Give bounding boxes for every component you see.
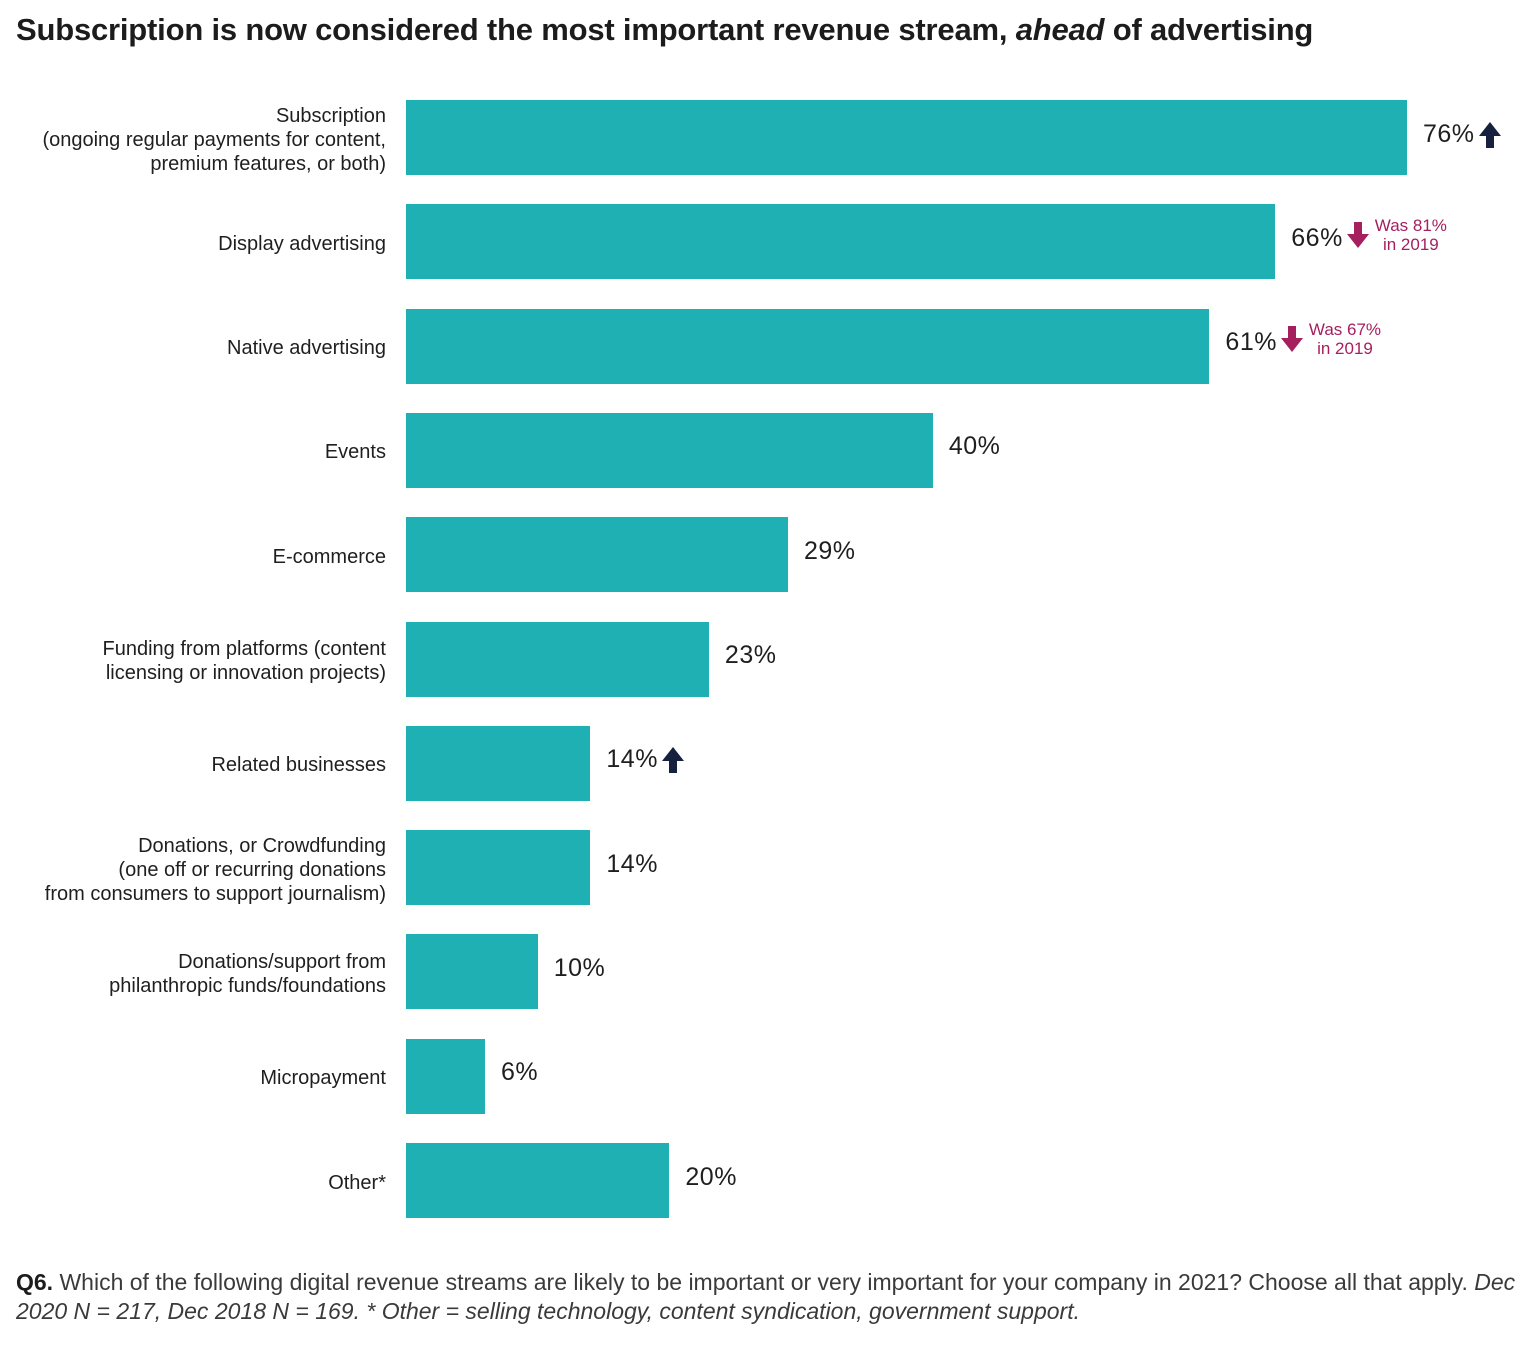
category-label-line: Display advertising	[218, 232, 386, 255]
change-annotation-text: Was 81% in 2019	[1375, 216, 1447, 254]
bar	[406, 204, 1276, 280]
value-label: 14%	[606, 849, 658, 878]
bar	[406, 1143, 670, 1218]
category-label-line: Other*	[328, 1171, 386, 1194]
up-arrow-shape	[661, 747, 684, 774]
bar	[406, 308, 1210, 384]
category-label-line: from consumers to support journalism)	[44, 882, 386, 905]
down-arrow-shape	[1280, 326, 1303, 353]
category-label: Events	[0, 440, 386, 464]
value-label: 14%	[606, 745, 658, 774]
bar	[406, 412, 933, 488]
category-label: Other*	[0, 1171, 386, 1195]
category-label-line: Funding from platforms (content	[102, 638, 386, 660]
category-label-line: Related businesses	[211, 754, 386, 777]
category-label-line: Donations, or Crowdfunding	[138, 834, 386, 857]
category-label-line: philanthropic funds/foundations	[109, 974, 386, 997]
value-label: 6%	[501, 1058, 539, 1087]
value-label: 20%	[685, 1162, 737, 1191]
value-label: 76%	[1423, 119, 1475, 148]
up-arrow-icon	[661, 747, 684, 774]
category-label-line: licensing or innovation projects)	[105, 662, 386, 684]
category-label: Display advertising	[0, 232, 386, 256]
category-label: Donations/support from philanthropic fund…	[0, 950, 386, 998]
bar-chart: Subscription (ongoing regular payments fo…	[0, 100, 1501, 1218]
change-annotation: Was 67% in 2019	[1280, 320, 1381, 358]
category-label: Native advertising	[0, 336, 386, 360]
category-label-line: (ongoing regular payments for content,	[42, 128, 386, 151]
down-arrow-shape	[1346, 221, 1369, 248]
category-label-line: (one off or recurring donations	[118, 858, 386, 881]
category-label-line: Native advertising	[227, 337, 386, 360]
category-label: Funding from platforms (content licensing…	[0, 637, 386, 685]
down-arrow-icon	[1280, 326, 1303, 353]
category-label-line: E-commerce	[272, 545, 386, 568]
category-label-line: premium features, or both)	[150, 152, 386, 175]
value-label: 23%	[724, 641, 777, 669]
value-label: 10%	[553, 953, 606, 982]
category-label: Subscription (ongoing regular payments fo…	[0, 104, 386, 176]
value-label: 61%	[1225, 328, 1277, 357]
down-arrow-icon	[1346, 221, 1369, 248]
change-annotation-line: Was 67%	[1308, 320, 1382, 340]
category-label: Micropayment	[0, 1066, 386, 1090]
change-annotation-text: Was 67% in 2019	[1309, 320, 1381, 358]
bar	[406, 725, 591, 801]
value-label: 66%	[1291, 223, 1343, 252]
change-annotation: Was 81% in 2019	[1346, 216, 1447, 254]
bar	[406, 934, 538, 1010]
change-annotation-line: in 2019	[1382, 234, 1439, 254]
category-label: Donations, or Crowdfunding (one off or re…	[0, 834, 386, 906]
category-label-line: Subscription	[275, 104, 386, 127]
bar	[406, 621, 709, 697]
up-arrow-icon	[1478, 121, 1501, 148]
value-label: 29%	[803, 536, 856, 565]
bar	[406, 517, 788, 593]
bar	[406, 830, 591, 906]
up-arrow-shape	[1478, 121, 1501, 148]
category-label-line: Events	[324, 441, 386, 464]
category-label-line: Donations/support from	[178, 950, 386, 973]
bar	[406, 100, 1407, 175]
chart-title: Subscription is now considered the most …	[16, 12, 1314, 47]
bar	[406, 1038, 486, 1114]
change-annotation-line: Was 81%	[1374, 215, 1447, 235]
value-label: 40%	[948, 432, 1001, 461]
category-label: E-commerce	[0, 545, 386, 569]
change-annotation-line: in 2019	[1317, 339, 1373, 359]
footnote: Q6. Which of the following digital reven…	[16, 1269, 1516, 1324]
category-label: Related businesses	[0, 753, 386, 777]
category-label-line: Micropayment	[260, 1067, 386, 1090]
